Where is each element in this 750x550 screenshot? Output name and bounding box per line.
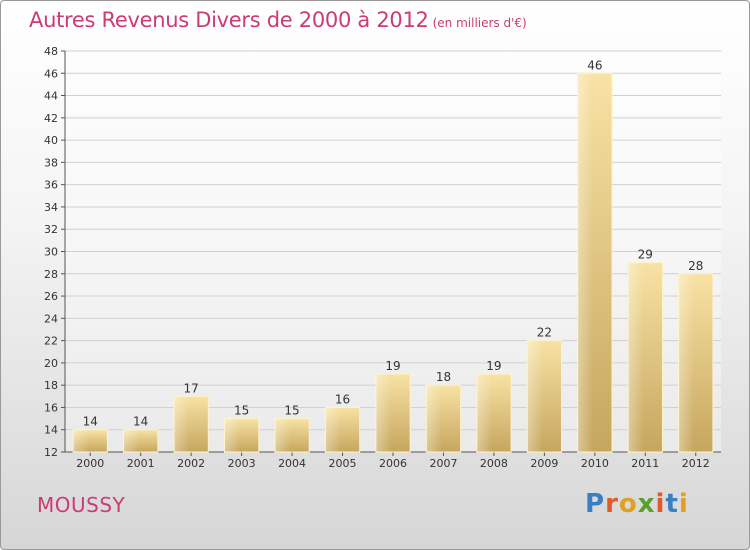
y-tick-label: 36 [44, 179, 58, 192]
logo-letter: r [605, 489, 619, 519]
x-tick-label: 2009 [530, 457, 558, 470]
y-tick-label: 12 [44, 446, 58, 459]
bar-highlight [274, 418, 291, 452]
x-tick-label: 2006 [379, 457, 407, 470]
y-tick-label: 46 [44, 67, 58, 80]
bar-highlight [577, 73, 594, 453]
logo-letter: P [585, 489, 606, 519]
y-tick-label: 44 [44, 90, 58, 103]
y-tick-label: 18 [44, 379, 58, 392]
bar-highlight [173, 396, 190, 452]
x-tick-label: 2004 [278, 457, 306, 470]
y-tick-label: 30 [44, 246, 58, 259]
x-tick-label: 2011 [631, 457, 659, 470]
data-label: 17 [184, 381, 199, 395]
x-tick-label: 2007 [429, 457, 457, 470]
y-tick-label: 16 [44, 401, 58, 414]
data-label: 16 [335, 392, 350, 406]
unit-label: (en milliers d'€) [432, 16, 527, 30]
y-tick-label: 24 [44, 312, 58, 325]
y-tick-label: 28 [44, 268, 58, 281]
bar-layer [72, 72, 714, 453]
bar-highlight [224, 418, 240, 452]
y-tick-label: 48 [44, 45, 58, 58]
data-label: 14 [133, 415, 148, 429]
bar-highlight [678, 273, 695, 452]
y-tick-label: 20 [44, 357, 58, 370]
data-label: 15 [284, 404, 299, 418]
bar-highlight [325, 407, 341, 452]
x-tick-label: 2003 [228, 457, 256, 470]
y-tick-label: 22 [44, 335, 58, 348]
y-tick-label: 26 [44, 290, 58, 303]
bar-highlight [527, 340, 543, 452]
commune-name: MOUSSY [37, 493, 126, 517]
chart-title: Autres Revenus Divers de 2000 à 2012 (en … [29, 8, 527, 32]
x-tick-label: 2010 [581, 457, 609, 470]
bar-highlight [123, 429, 139, 452]
data-label: 29 [638, 248, 653, 262]
x-tick-label: 2005 [329, 457, 357, 470]
bar-highlight [476, 374, 493, 452]
data-label: 19 [486, 359, 501, 373]
proxiti-logo[interactable]: Proxiti [585, 489, 689, 519]
y-tick-label: 42 [44, 112, 58, 125]
x-tick-label: 2000 [76, 457, 104, 470]
data-label: 15 [234, 404, 249, 418]
logo-letter: o [618, 489, 638, 519]
logo-letter: t [665, 489, 679, 519]
y-tick-label: 14 [44, 424, 58, 437]
bar-highlight [375, 374, 392, 452]
bar-highlight [628, 262, 644, 452]
data-label: 18 [436, 370, 451, 384]
bar-highlight [426, 385, 442, 452]
x-tick-label: 2002 [177, 457, 205, 470]
y-tick-label: 32 [44, 223, 58, 236]
y-tick-label: 40 [44, 134, 58, 147]
title-text: Autres Revenus Divers de 2000 à 2012 [29, 8, 429, 32]
logo-letter: i [655, 489, 666, 519]
x-tick-label: 2008 [480, 457, 508, 470]
logo-letter: i [678, 489, 689, 519]
bar-highlight [73, 429, 89, 452]
x-tick-label: 2001 [127, 457, 155, 470]
y-tick-label: 34 [44, 201, 58, 214]
data-label: 22 [537, 326, 552, 340]
x-tick-label: 2012 [682, 457, 710, 470]
logo-letter: x [637, 489, 656, 519]
data-label: 14 [83, 415, 98, 429]
label-layer: 14 14 17 15 15 16 19 18 19 22 46 29 28 [83, 58, 704, 428]
data-label: 28 [688, 259, 703, 273]
y-tick-label: 38 [44, 156, 58, 169]
data-label: 46 [587, 58, 602, 72]
data-label: 19 [385, 359, 400, 373]
